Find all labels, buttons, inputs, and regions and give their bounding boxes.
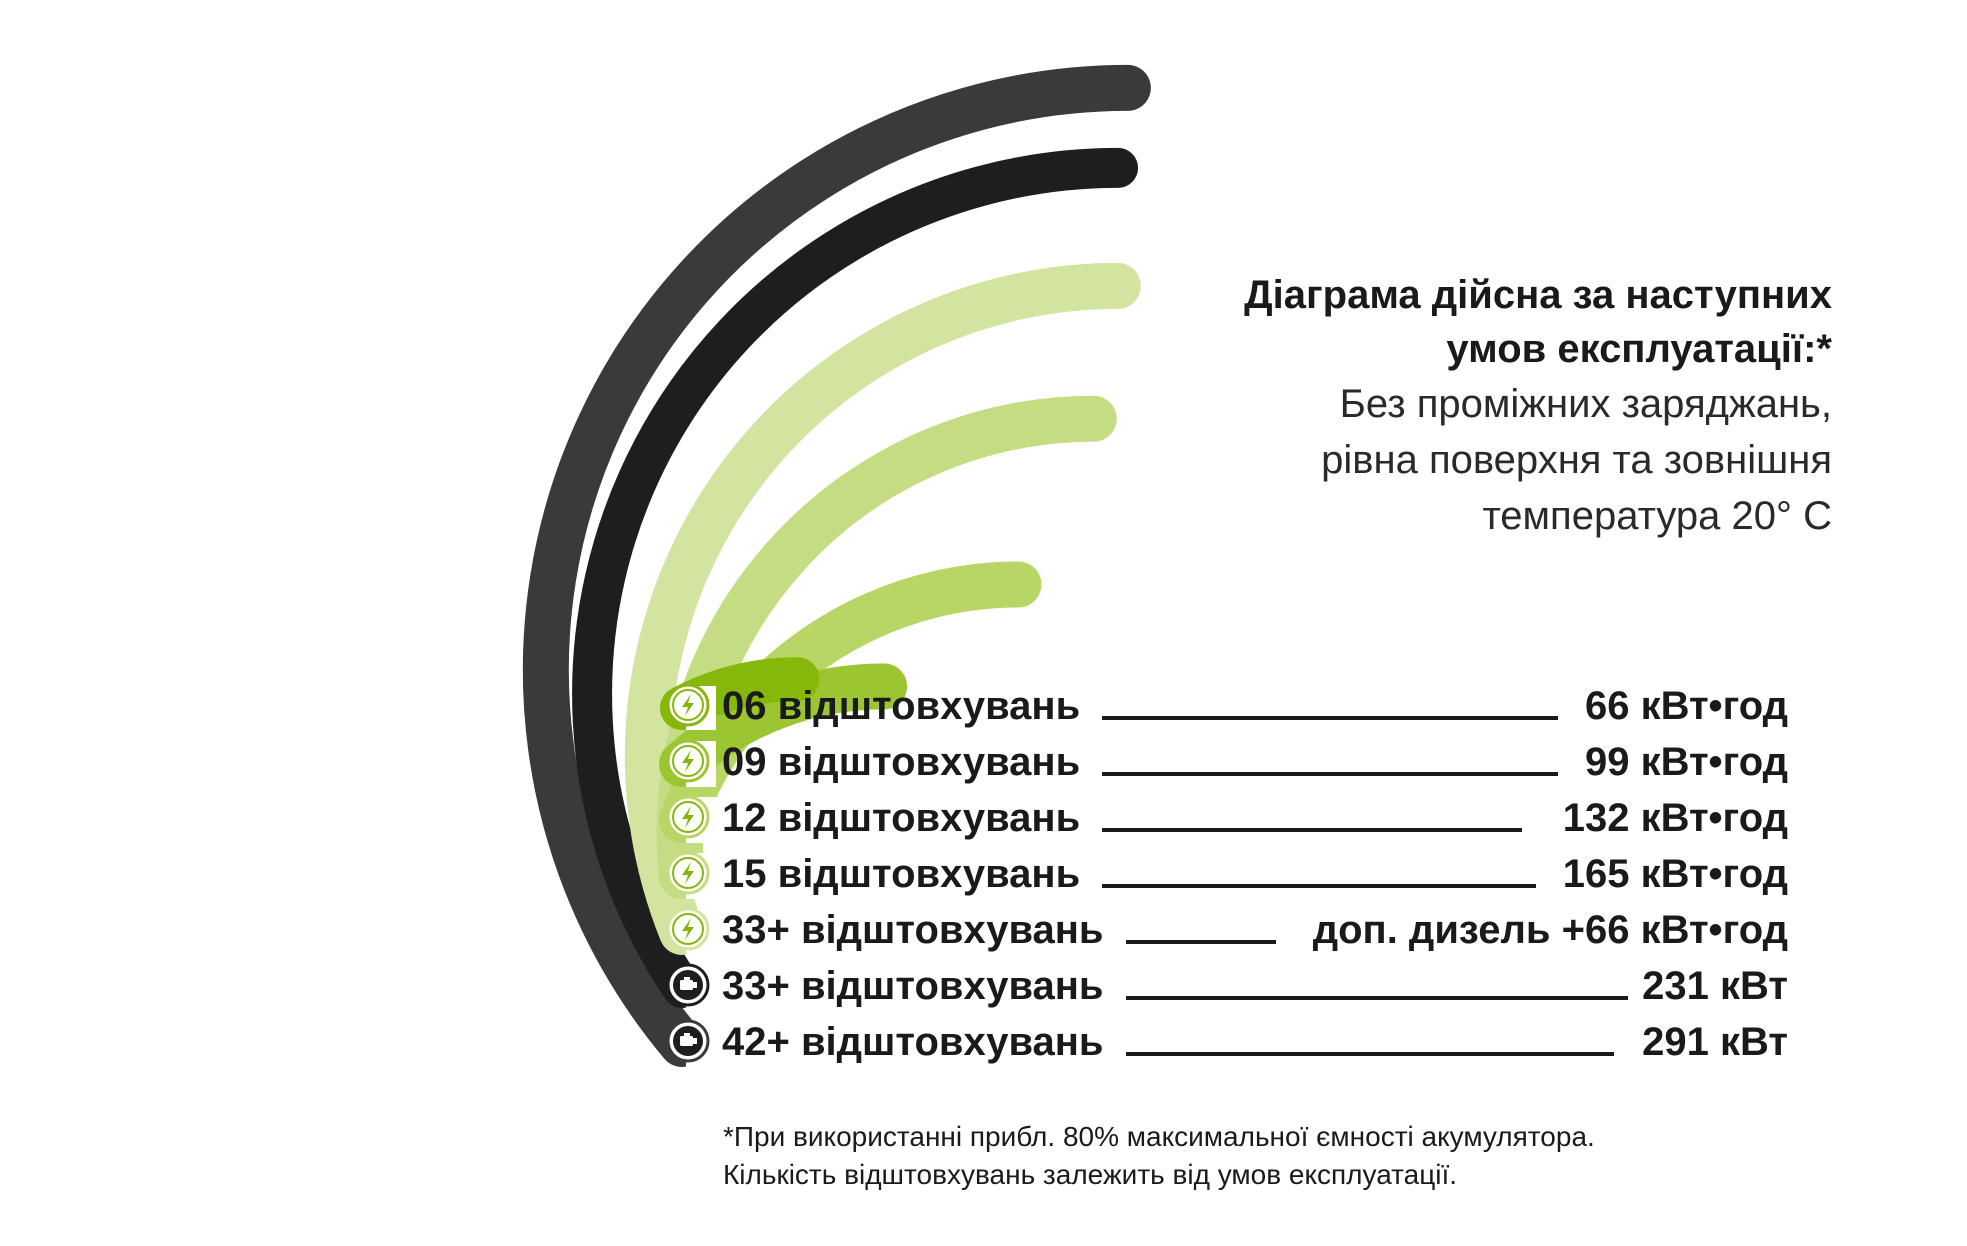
arc-bar (522, 64, 1151, 1067)
row-value: доп. дизель +66 кВт•год (1313, 908, 1788, 952)
row-value: 99 кВт•год (1585, 740, 1788, 784)
conditions-text-line3: температура 20° C (1482, 494, 1832, 538)
chart-row: 33+ відштовхувань 231 кВт (666, 963, 1788, 1008)
lightning-icon (666, 683, 710, 727)
row-value: 132 кВт•год (1563, 796, 1788, 840)
arc-bar (572, 147, 1139, 1008)
chart-row: 42+ відштовхувань 291 кВт (666, 1019, 1788, 1064)
lightning-icon (666, 795, 710, 839)
row-label: 33+ відштовхувань (722, 908, 1104, 952)
chart-row: 15 відштовхувань 165 кВт•год (666, 851, 1788, 896)
chart-row: 12 відштовхувань 132 кВт•год (666, 795, 1788, 840)
row-label: 42+ відштовхувань (722, 1020, 1104, 1064)
footnote-line1: *При використанні прибл. 80% максимально… (723, 1121, 1595, 1152)
row-value: 165 кВт•год (1563, 852, 1788, 896)
conditions-text-line1: Без проміжних заряджань, (1339, 382, 1832, 426)
row-label: 09 відштовхувань (722, 740, 1080, 784)
lightning-icon (666, 907, 710, 951)
row-value: 66 кВт•год (1585, 684, 1788, 728)
chart-rows: 06 відштовхувань 66 кВт•год 09 відштовхува… (666, 683, 1788, 1064)
arc-bar (624, 262, 1141, 955)
chart-row: 33+ відштовхувань доп. дизель +66 кВт•год (666, 907, 1788, 952)
conditions-text-line2: рівна поверхня та зовнішня (1321, 438, 1832, 482)
chart-row: 06 відштовхувань 66 кВт•год (666, 683, 1788, 728)
row-label: 33+ відштовхувань (722, 964, 1104, 1008)
row-value: 231 кВт (1642, 964, 1788, 1008)
row-label: 12 відштовхувань (722, 796, 1080, 840)
conditions-note: Діаграма дійсна за наступних умов експлу… (1244, 268, 1832, 544)
row-value: 291 кВт (1642, 1020, 1788, 1064)
footnote-line2: Кількість відштовхувань залежить від умо… (723, 1159, 1458, 1190)
conditions-title-line2: умов експлуатації:* (1446, 327, 1832, 371)
chart-row: 09 відштовхувань 99 кВт•год (666, 739, 1788, 784)
footnote: *При використанні прибл. 80% максимально… (723, 1118, 1595, 1194)
row-label: 15 відштовхувань (722, 852, 1080, 896)
lightning-icon (666, 739, 710, 783)
engine-icon (666, 963, 710, 1007)
lightning-icon (666, 851, 710, 895)
engine-icon (666, 1019, 710, 1063)
conditions-title-line1: Діаграма дійсна за наступних (1244, 273, 1832, 317)
row-label: 06 відштовхувань (722, 684, 1080, 728)
